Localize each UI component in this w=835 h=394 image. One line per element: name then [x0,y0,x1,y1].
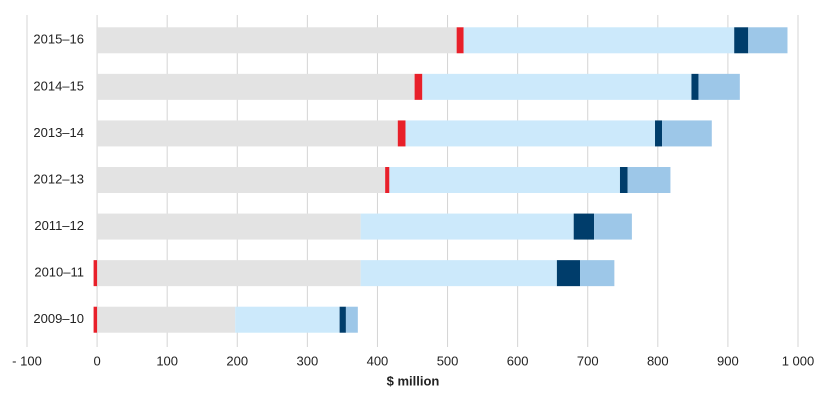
x-tick-label: 500 [437,353,459,368]
bar-segment [97,260,361,287]
y-tick-label: 2013–14 [33,125,84,140]
bar-segment [734,27,749,54]
x-axis-label: $ million [387,373,440,388]
bar-segment [389,167,620,193]
x-tick-label: 1 000 [782,353,815,368]
y-tick-label: 2014–15 [33,78,84,93]
bar-segment [345,306,358,333]
bar-segment [97,213,361,240]
bar-segment [691,73,699,100]
bar-segment [385,167,390,193]
x-tick-label: 400 [367,353,389,368]
y-tick-label: 2010–11 [34,265,84,280]
x-tick-label: 600 [507,353,529,368]
bar-segment [360,213,574,240]
y-tick-label: 2015–16 [33,32,84,47]
bar-segment [360,260,557,287]
bar-segment [627,167,671,193]
bar-segment [93,260,98,287]
bar-segment [556,260,581,287]
x-tick-label: 900 [717,353,739,368]
bar-segment [422,73,692,100]
bar-segment [456,27,464,54]
bar-segment [339,306,346,333]
bar-segment [573,213,595,240]
bar-segment [414,73,423,100]
bar-segment [97,306,236,333]
y-tick-label: 2009–10 [33,311,84,326]
x-tick-label: 200 [226,353,248,368]
bar-segment [594,213,632,240]
bar-segment [463,27,735,54]
x-tick-label: 0 [93,353,100,368]
bar-segment [93,306,98,333]
x-tick-label: - 100 [12,353,42,368]
x-tick-label: 300 [297,353,319,368]
bar-segment [235,306,340,333]
bar-segment [748,27,788,54]
bar-segment [662,120,712,147]
bar-segment [97,167,386,193]
bar-segment [97,120,398,147]
bar-segment [580,260,615,287]
bar-segment [655,120,663,147]
y-tick-label: 2011–12 [34,218,84,233]
x-tick-label: 700 [577,353,599,368]
y-tick-label: 2012–13 [33,171,84,186]
x-tick-label: 100 [156,353,178,368]
bar-segment [619,167,628,193]
bar-segment [97,27,457,54]
bar-segment [97,73,415,100]
bar-segment [405,120,656,147]
x-tick-label: 800 [647,353,669,368]
bar-segment [397,120,406,147]
bar-segment [698,73,740,100]
